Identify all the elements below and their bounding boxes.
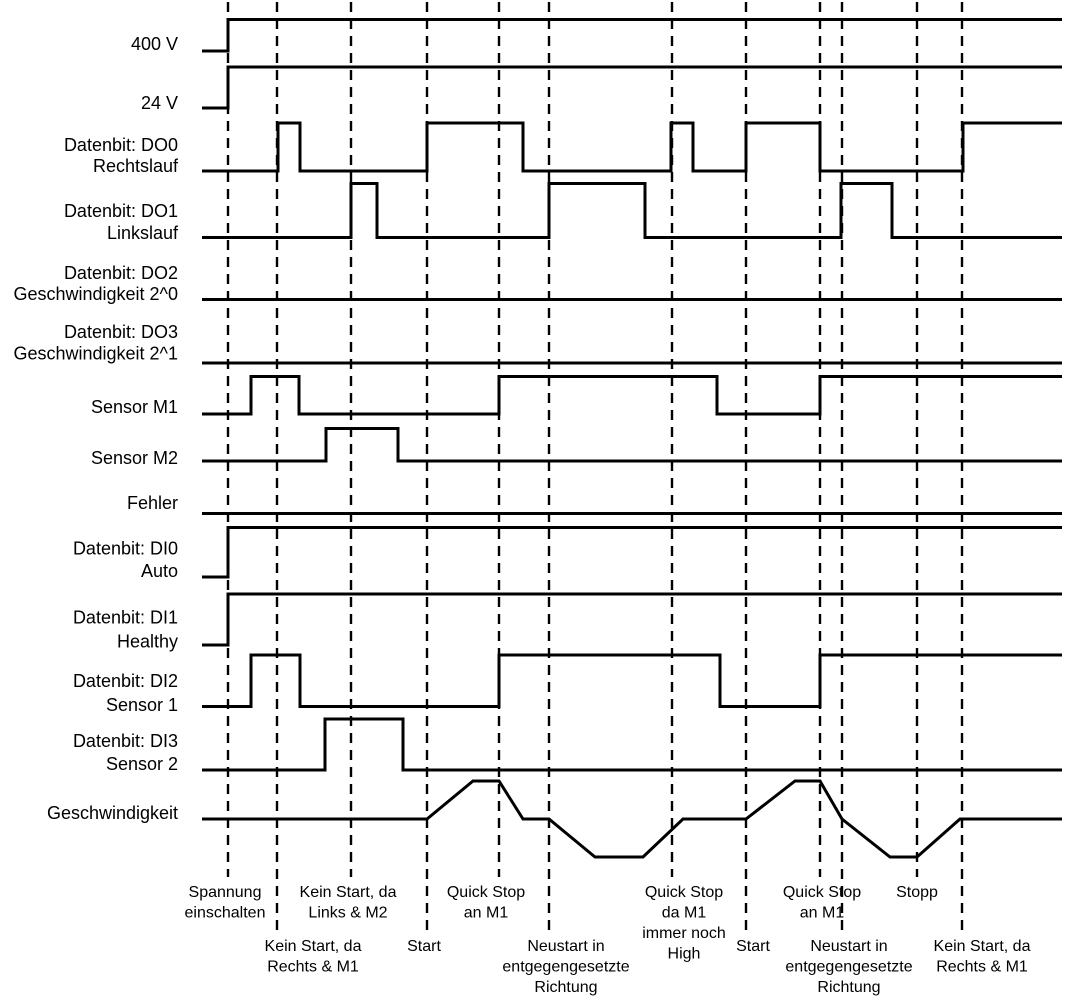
row-label-24v-line0: 24 V xyxy=(141,93,178,113)
event-annotation-4-line1: an M1 xyxy=(464,905,509,922)
event-annotation-1-line0: Kein Start, da xyxy=(265,938,362,955)
signal-trace-sensor-m1 xyxy=(202,375,1062,416)
event-annotation-11-line0: Kein Start, da xyxy=(934,938,1031,955)
event-annotation-6-line3: High xyxy=(668,946,701,963)
event-annotation-7-line0: Start xyxy=(736,938,770,955)
event-annotation-8-line0: Quick Stop xyxy=(783,884,861,901)
event-dash-lines-group xyxy=(226,2,964,934)
event-annotation-4-line0: Quick Stop xyxy=(447,884,525,901)
signal-trace-di1-healthy xyxy=(202,592,1062,647)
event-annotation-6-line2: immer noch xyxy=(642,925,726,942)
signal-trace-di2-sensor-1 xyxy=(202,653,1062,708)
row-label-di3-sensor-2-line0: Datenbit: DI3 xyxy=(73,731,178,751)
signal-trace-24v xyxy=(202,65,1062,110)
event-annotation-2-line1: Links & M2 xyxy=(308,905,387,922)
event-annotation-1-line1: Rechts & M1 xyxy=(267,959,359,976)
event-annotation-2-line0: Kein Start, da xyxy=(300,884,397,901)
row-label-fehler-line0: Fehler xyxy=(127,493,178,513)
row-label-400v-line0: 400 V xyxy=(131,34,178,54)
row-label-di1-healthy-line1: Healthy xyxy=(117,632,178,652)
event-annotation-10-line0: Stopp xyxy=(896,884,938,901)
event-annotation-3-line0: Start xyxy=(407,938,441,955)
row-label-sensor-m1-line0: Sensor M1 xyxy=(91,397,178,417)
row-label-geschwindigkeit-line0: Geschwindigkeit xyxy=(47,803,178,823)
row-label-di2-sensor-1-line0: Datenbit: DI2 xyxy=(73,671,178,691)
row-label-sensor-m2-line0: Sensor M2 xyxy=(91,448,178,468)
event-annotation-9-line0: Neustart in xyxy=(810,938,887,955)
row-label-di0-auto-line0: Datenbit: DI0 xyxy=(73,539,178,559)
row-label-do1-linkslauf-line0: Datenbit: DO1 xyxy=(64,201,178,221)
event-annotation-5-line1: entgegengesetzte xyxy=(502,959,629,976)
event-annotation-5-line0: Neustart in xyxy=(527,938,604,955)
signal-trace-sensor-m2 xyxy=(202,427,1062,463)
row-label-di2-sensor-1-line1: Sensor 1 xyxy=(106,695,178,715)
row-label-do3-geschwindigkeit-2-1-line0: Datenbit: DO3 xyxy=(64,322,178,342)
row-label-do3-geschwindigkeit-2-1-line1: Geschwindigkeit 2^1 xyxy=(13,344,178,364)
signal-trace-di3-sensor-2 xyxy=(202,717,1062,772)
event-annotation-8-line1: an M1 xyxy=(800,905,845,922)
event-annotation-6-line0: Quick Stop xyxy=(645,884,723,901)
signal-trace-do1-linkslauf xyxy=(202,182,1062,239)
signal-traces-group xyxy=(202,18,1062,859)
row-label-do0-rechtslauf-line1: Rechtslauf xyxy=(93,156,179,176)
event-annotation-0-line0: Spannung xyxy=(189,884,262,901)
row-label-di0-auto-line1: Auto xyxy=(141,561,178,581)
event-annotations-group: Spannung einschalten Kein Start, da Rechts … xyxy=(185,884,1031,996)
row-label-do0-rechtslauf-line0: Datenbit: DO0 xyxy=(64,135,178,155)
event-annotation-11-line1: Rechts & M1 xyxy=(936,959,1028,976)
row-label-di3-sensor-2-line1: Sensor 2 xyxy=(106,754,178,774)
event-annotation-9-line2: Richtung xyxy=(817,979,880,996)
event-annotation-5-line2: Richtung xyxy=(534,979,597,996)
row-label-do2-geschwindigkeit-2-0-line0: Datenbit: DO2 xyxy=(64,263,178,283)
event-annotation-6-line1: da M1 xyxy=(662,905,707,922)
signal-trace-400v xyxy=(202,18,1062,53)
signal-trace-geschwindigkeit xyxy=(202,779,1062,859)
row-label-di1-healthy-line0: Datenbit: DI1 xyxy=(73,608,178,628)
event-annotation-0-line1: einschalten xyxy=(185,905,266,922)
row-label-do1-linkslauf-line1: Linkslauf xyxy=(107,223,179,243)
row-label-do2-geschwindigkeit-2-0-line1: Geschwindigkeit 2^0 xyxy=(13,284,178,304)
event-annotation-9-line1: entgegengesetzte xyxy=(785,959,912,976)
signal-trace-do0-rechtslauf xyxy=(202,121,1062,173)
signal-trace-di0-auto xyxy=(202,526,1062,579)
